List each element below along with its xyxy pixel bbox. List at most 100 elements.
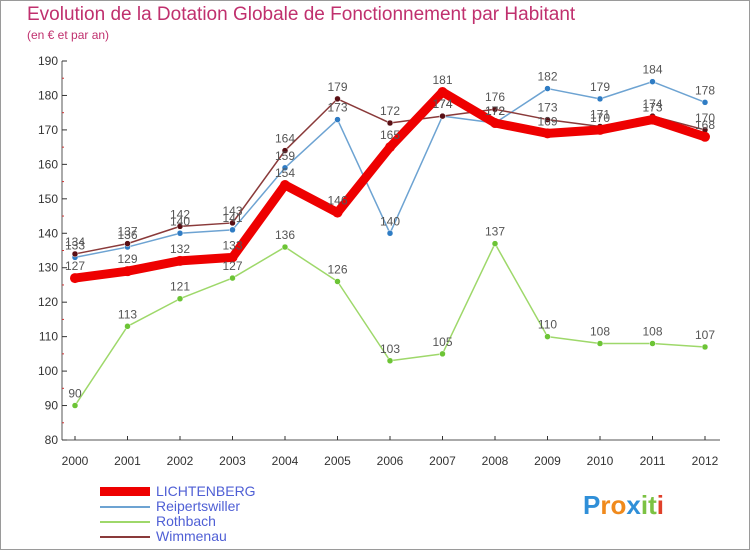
data-point-reipertswiller <box>596 95 604 103</box>
legend-item-rothbach[interactable]: Rothbach <box>100 514 256 529</box>
data-point-lichtenberg <box>175 255 185 266</box>
data-label-lichtenberg: 168 <box>695 118 715 132</box>
y-tick-label: 90 <box>45 399 59 413</box>
data-point-lichtenberg <box>647 114 658 125</box>
legend-item-lichtenberg[interactable]: LICHTENBERG <box>100 484 256 499</box>
x-tick-label: 2004 <box>272 454 299 468</box>
data-point-rothbach <box>596 340 604 347</box>
data-label-reipertswiller: 159 <box>275 149 295 163</box>
data-point-rothbach <box>439 350 446 358</box>
data-label-rothbach: 105 <box>432 335 452 349</box>
data-label-reipertswiller: 133 <box>65 238 85 252</box>
legend-label-wimmenau: Wimmenau <box>156 528 227 544</box>
data-label-rothbach: 121 <box>170 280 190 294</box>
x-tick-label: 2011 <box>640 454 666 468</box>
data-label-reipertswiller: 182 <box>537 70 557 84</box>
data-label-reipertswiller: 136 <box>117 228 137 242</box>
data-label-wimmenau: 164 <box>275 132 295 146</box>
data-label-rothbach: 108 <box>590 325 610 339</box>
data-label-wimmenau: 173 <box>537 101 557 115</box>
legend-item-reipertswiller[interactable]: Reipertswiller <box>100 499 256 514</box>
logo-letter-6: i <box>656 490 664 520</box>
data-point-wimmenau <box>439 112 446 120</box>
data-point-reipertswiller <box>544 85 551 92</box>
logo-letter-5: t <box>648 490 657 520</box>
data-point-rothbach <box>386 357 394 365</box>
data-label-lichtenberg: 165 <box>380 128 400 142</box>
data-label-rothbach: 90 <box>68 387 82 401</box>
data-point-wimmenau <box>491 105 499 113</box>
data-point-reipertswiller <box>386 230 394 237</box>
y-tick-label: 190 <box>38 54 58 68</box>
x-tick-label: 2005 <box>324 454 351 468</box>
data-label-reipertswiller: 141 <box>222 211 242 225</box>
legend-label-reipertswiller: Reipertswiller <box>156 498 241 514</box>
x-tick-label: 2009 <box>534 454 561 468</box>
data-point-rothbach <box>649 340 656 347</box>
data-label-reipertswiller: 173 <box>327 101 347 115</box>
legend-swatch-reipertswiller <box>100 505 150 508</box>
data-point-rothbach <box>544 333 551 340</box>
x-tick-label: 2007 <box>429 454 456 468</box>
data-point-wimmenau <box>124 240 131 247</box>
data-label-lichtenberg: 170 <box>590 111 610 125</box>
y-tick-label: 100 <box>38 364 58 378</box>
data-point-reipertswiller <box>176 230 184 237</box>
data-label-lichtenberg: 129 <box>117 252 137 266</box>
data-label-lichtenberg: 146 <box>327 194 347 208</box>
data-point-wimmenau <box>334 95 341 103</box>
data-label-rothbach: 137 <box>485 225 505 239</box>
data-label-reipertswiller: 172 <box>485 104 505 118</box>
legend-item-wimmenau[interactable]: Wimmenau <box>100 529 256 544</box>
data-point-lichtenberg <box>332 207 343 218</box>
x-tick-label: 2002 <box>167 454 194 468</box>
data-label-lichtenberg: 181 <box>432 73 452 87</box>
logo-letter-0: P <box>583 490 601 520</box>
data-point-lichtenberg <box>385 142 395 153</box>
data-label-lichtenberg: 173 <box>642 101 662 115</box>
data-label-wimmenau: 137 <box>117 225 137 239</box>
legend-label-lichtenberg: LICHTENBERG <box>156 483 256 499</box>
data-point-rothbach <box>701 343 709 351</box>
proxiti-logo[interactable]: Proxiti <box>583 490 664 521</box>
data-point-lichtenberg <box>542 128 553 139</box>
data-point-lichtenberg <box>700 131 710 142</box>
legend: LICHTENBERG Reipertswiller Rothbach Wimm… <box>100 484 256 544</box>
data-label-reipertswiller: 140 <box>170 214 190 228</box>
data-point-reipertswiller <box>229 226 236 234</box>
y-tick-label: 140 <box>38 226 58 240</box>
data-label-wimmenau: 174 <box>432 97 452 111</box>
data-point-lichtenberg <box>490 118 500 129</box>
data-label-reipertswiller: 174 <box>432 97 452 111</box>
data-label-reipertswiller: 184 <box>642 63 662 77</box>
legend-label-rothbach: Rothbach <box>156 513 216 529</box>
y-tick-label: 170 <box>38 123 58 137</box>
data-point-reipertswiller <box>701 99 709 106</box>
data-point-reipertswiller <box>281 164 289 172</box>
data-point-wimmenau <box>386 119 394 127</box>
data-label-wimmenau: 134 <box>65 235 85 249</box>
y-tick-label: 110 <box>39 330 58 344</box>
data-label-wimmenau: 172 <box>380 104 400 118</box>
x-tick-label: 2000 <box>62 454 89 468</box>
x-tick-label: 2012 <box>692 454 719 468</box>
data-point-rothbach <box>71 402 79 409</box>
data-label-rothbach: 126 <box>327 263 347 277</box>
data-label-rothbach: 113 <box>118 307 137 321</box>
data-point-lichtenberg <box>70 273 80 284</box>
data-point-wimmenau <box>71 250 79 258</box>
x-tick-label: 2001 <box>114 454 141 468</box>
data-point-rothbach <box>229 274 236 282</box>
data-point-reipertswiller <box>649 78 656 85</box>
data-point-rothbach <box>334 278 341 285</box>
data-label-rothbach: 108 <box>642 325 662 339</box>
logo-letter-4: i <box>640 490 649 520</box>
x-tick-label: 2008 <box>482 454 509 468</box>
data-label-lichtenberg: 133 <box>222 238 242 252</box>
data-label-reipertswiller: 140 <box>380 214 400 228</box>
data-label-wimmenau: 142 <box>170 207 190 221</box>
legend-swatch-wimmenau <box>100 535 150 538</box>
data-label-rothbach: 110 <box>538 318 557 332</box>
data-label-lichtenberg: 154 <box>275 166 295 180</box>
